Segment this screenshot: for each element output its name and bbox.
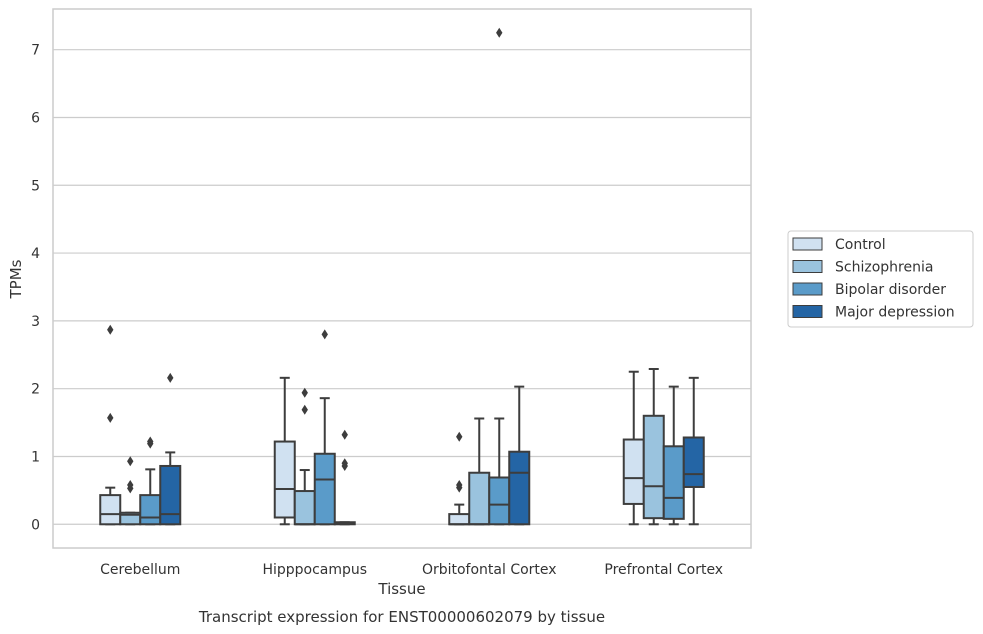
- box-major-depression: [508, 385, 531, 526]
- outlier-point: [107, 412, 114, 423]
- y-tick-label: 4: [31, 246, 40, 262]
- y-tick-label: 5: [31, 178, 40, 194]
- box-schizophrenia: [642, 368, 665, 526]
- y-tick-label: 0: [31, 517, 40, 533]
- x-tick-label: Orbitofontal Cortex: [422, 562, 557, 578]
- y-tick-label: 3: [31, 314, 40, 330]
- outlier-point: [107, 324, 114, 335]
- box-iqr: [508, 450, 531, 526]
- box-iqr: [642, 414, 665, 520]
- box-control: [99, 324, 122, 526]
- legend-label: Schizophrenia: [835, 260, 933, 276]
- legend-swatch: [792, 237, 823, 251]
- x-axis-title: Tissue: [377, 580, 425, 598]
- box-control: [273, 376, 296, 526]
- box-iqr: [488, 476, 511, 526]
- outlier-point: [167, 372, 174, 383]
- outlier-point: [456, 479, 463, 490]
- outlier-point: [456, 431, 463, 442]
- box-iqr: [159, 464, 182, 526]
- box-major-depression: [333, 429, 356, 526]
- box-iqr: [139, 494, 162, 526]
- box-bipolar-disorder: [313, 329, 336, 526]
- box-schizophrenia: [119, 456, 142, 526]
- legend: Control Schizophrenia Bipolar disorder Majo…: [787, 230, 974, 328]
- box-control: [622, 370, 645, 526]
- box-iqr: [313, 452, 336, 526]
- box-groups: [99, 27, 705, 526]
- box-iqr: [448, 513, 471, 526]
- y-axis-title: TPMs: [7, 259, 25, 299]
- box-iqr: [682, 436, 705, 488]
- legend-label: Bipolar disorder: [835, 282, 946, 298]
- box-iqr: [468, 471, 491, 526]
- outlier-point: [301, 404, 308, 415]
- outlier-point: [341, 429, 348, 440]
- legend-label: Control: [835, 237, 886, 253]
- outlier-point: [301, 387, 308, 398]
- box-major-depression: [159, 372, 182, 526]
- x-tick-labels: Cerebellum Hipppocampus Orbitofontal Corte…: [100, 562, 723, 578]
- y-tick-labels: 0 1 2 3 4 5 6 7: [31, 43, 40, 534]
- legend-frame: [787, 230, 974, 328]
- legend-swatch: [792, 305, 823, 318]
- x-tick-label: Prefrontal Cortex: [604, 562, 723, 578]
- box-bipolar-disorder: [139, 436, 162, 526]
- box-bipolar-disorder: [488, 27, 511, 526]
- outlier-point: [127, 479, 134, 490]
- plot-area-frame: [52, 8, 752, 549]
- box-iqr: [622, 438, 645, 505]
- box-iqr: [662, 445, 685, 520]
- outlier-point: [321, 329, 328, 340]
- y-tick-label: 6: [31, 110, 40, 126]
- legend-swatch: [792, 282, 823, 296]
- legend-label: Major depression: [835, 305, 955, 321]
- chart-caption: Transcript expression for ENST0000060207…: [198, 608, 605, 626]
- x-tick-label: Hipppocampus: [262, 562, 367, 578]
- legend-swatch: [792, 260, 823, 273]
- outlier-point: [496, 27, 503, 38]
- y-tick-label: 1: [31, 449, 40, 465]
- box-major-depression: [682, 376, 705, 526]
- outlier-point: [127, 456, 134, 467]
- x-tick-label: Cerebellum: [100, 562, 180, 578]
- outlier-point: [147, 436, 154, 447]
- box-iqr: [273, 440, 296, 519]
- box-schizophrenia: [468, 417, 491, 526]
- box-iqr: [99, 494, 122, 526]
- box-bipolar-disorder: [662, 385, 685, 526]
- box-iqr: [293, 490, 316, 526]
- y-tick-label: 2: [31, 382, 40, 398]
- y-tick-label: 7: [31, 43, 40, 59]
- box-control: [448, 431, 471, 526]
- outlier-point: [341, 458, 348, 469]
